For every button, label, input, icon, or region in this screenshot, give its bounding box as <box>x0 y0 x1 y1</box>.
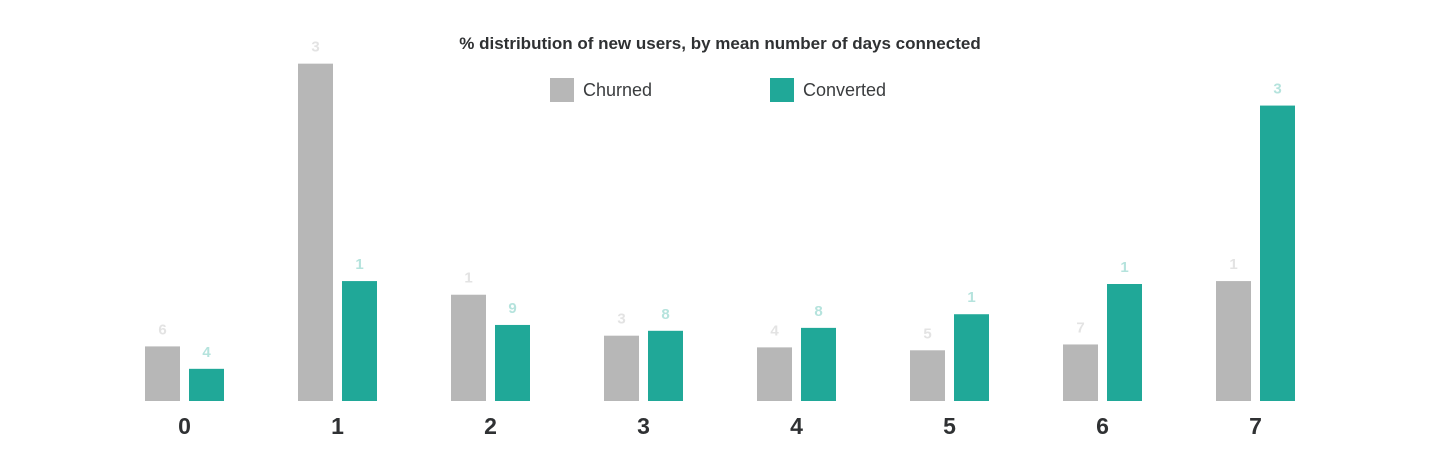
data-label-churned-4: 4 <box>770 322 779 339</box>
bar-converted-6 <box>1107 284 1142 401</box>
data-label-converted-7: 3 <box>1273 81 1281 98</box>
data-label-converted-4: 8 <box>814 303 822 320</box>
bar-churned-7 <box>1216 281 1251 401</box>
x-tick-label-4: 4 <box>790 413 803 439</box>
bar-churned-3 <box>604 335 639 401</box>
bar-churned-1 <box>298 63 333 402</box>
legend-swatch-converted <box>770 78 794 102</box>
data-label-churned-3: 3 <box>617 311 625 328</box>
data-label-churned-1: 3 <box>311 39 319 56</box>
bar-converted-1 <box>342 281 377 401</box>
plot-area: 6 4 0 3 1 1 1 9 2 3 8 3 4 8 4 5 1 5 7 1 6 1 3 7 <box>145 39 1295 439</box>
bar-churned-6 <box>1063 344 1098 401</box>
data-label-churned-5: 5 <box>923 325 931 342</box>
data-label-converted-5: 1 <box>967 289 975 306</box>
data-label-churned-2: 1 <box>464 270 472 287</box>
data-label-churned-6: 7 <box>1076 319 1084 336</box>
data-label-churned-7: 1 <box>1229 256 1237 273</box>
chart-title: % distribution of new users, by mean num… <box>459 34 980 53</box>
x-tick-label-1: 1 <box>331 413 344 439</box>
legend-swatch-churned <box>550 78 574 102</box>
x-tick-label-2: 2 <box>484 413 497 439</box>
legend-label-churned: Churned <box>583 80 652 100</box>
bar-converted-4 <box>801 327 836 401</box>
x-tick-label-5: 5 <box>943 413 956 439</box>
bar-churned-2 <box>451 294 486 401</box>
x-tick-label-7: 7 <box>1249 413 1262 439</box>
data-label-converted-1: 1 <box>355 256 363 273</box>
bar-converted-7 <box>1260 105 1295 401</box>
bar-converted-5 <box>954 314 989 401</box>
data-label-converted-0: 4 <box>202 344 211 361</box>
x-tick-label-3: 3 <box>637 413 650 439</box>
data-label-converted-6: 1 <box>1120 259 1128 276</box>
x-tick-label-6: 6 <box>1096 413 1109 439</box>
data-label-converted-3: 8 <box>661 306 669 323</box>
bar-churned-5 <box>910 350 945 401</box>
legend-label-converted: Converted <box>803 80 886 100</box>
bar-converted-3 <box>648 330 683 401</box>
bar-converted-0 <box>189 368 224 401</box>
legend: Churned Converted <box>550 78 886 102</box>
bar-churned-4 <box>757 347 792 401</box>
bar-converted-2 <box>495 324 530 401</box>
data-label-churned-0: 6 <box>158 321 166 338</box>
bar-churned-0 <box>145 346 180 401</box>
data-label-converted-2: 9 <box>508 300 516 317</box>
x-tick-label-0: 0 <box>178 413 191 439</box>
